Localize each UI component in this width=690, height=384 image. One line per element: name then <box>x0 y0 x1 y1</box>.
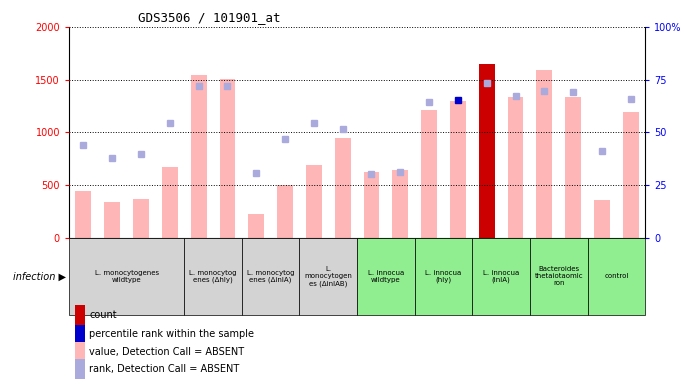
Bar <box>357 238 415 315</box>
Bar <box>69 238 184 315</box>
Text: L.
monocytogen
es (ΔinlAB): L. monocytogen es (ΔinlAB) <box>304 266 352 287</box>
Bar <box>623 113 639 238</box>
Text: value, Detection Call = ABSENT: value, Detection Call = ABSENT <box>89 347 244 357</box>
Bar <box>508 97 524 238</box>
Text: L. innocua
(inlA): L. innocua (inlA) <box>483 270 520 283</box>
Bar <box>364 172 380 238</box>
Text: infection ▶: infection ▶ <box>13 271 66 281</box>
Bar <box>184 238 242 315</box>
Bar <box>473 238 530 315</box>
Bar <box>415 238 473 315</box>
Bar <box>393 170 408 238</box>
Text: L. monocytog
enes (Δhly): L. monocytog enes (Δhly) <box>189 270 237 283</box>
Text: L. monocytog
enes (ΔinlA): L. monocytog enes (ΔinlA) <box>247 270 295 283</box>
Text: L. monocytogenes
wildtype: L. monocytogenes wildtype <box>95 270 159 283</box>
Bar <box>530 238 588 315</box>
Bar <box>75 359 85 379</box>
Bar <box>299 238 357 315</box>
Bar <box>450 101 466 238</box>
Text: GDS3506 / 101901_at: GDS3506 / 101901_at <box>138 11 281 24</box>
Bar <box>162 167 178 238</box>
Bar <box>75 305 85 325</box>
Bar <box>242 238 299 315</box>
Bar <box>565 97 581 238</box>
Text: L. innocua
wildtype: L. innocua wildtype <box>368 270 404 283</box>
Bar <box>594 200 610 238</box>
Bar <box>421 110 437 238</box>
Bar <box>75 325 85 344</box>
Bar <box>248 214 264 238</box>
Text: control: control <box>604 273 629 280</box>
Text: rank, Detection Call = ABSENT: rank, Detection Call = ABSENT <box>89 364 239 374</box>
Bar <box>133 199 149 238</box>
Bar <box>588 238 645 315</box>
Bar <box>479 64 495 238</box>
Text: count: count <box>89 310 117 320</box>
Text: Bacteroides
thetaiotaomic
ron: Bacteroides thetaiotaomic ron <box>535 266 583 286</box>
Bar <box>104 202 120 238</box>
Bar <box>335 138 351 238</box>
Bar <box>75 342 85 362</box>
Bar <box>190 76 206 238</box>
Text: percentile rank within the sample: percentile rank within the sample <box>89 329 254 339</box>
Bar <box>306 165 322 238</box>
Bar <box>536 70 552 238</box>
Text: L. innocua
(hly): L. innocua (hly) <box>425 270 462 283</box>
Bar <box>75 190 91 238</box>
Bar <box>219 79 235 238</box>
Bar <box>277 185 293 238</box>
